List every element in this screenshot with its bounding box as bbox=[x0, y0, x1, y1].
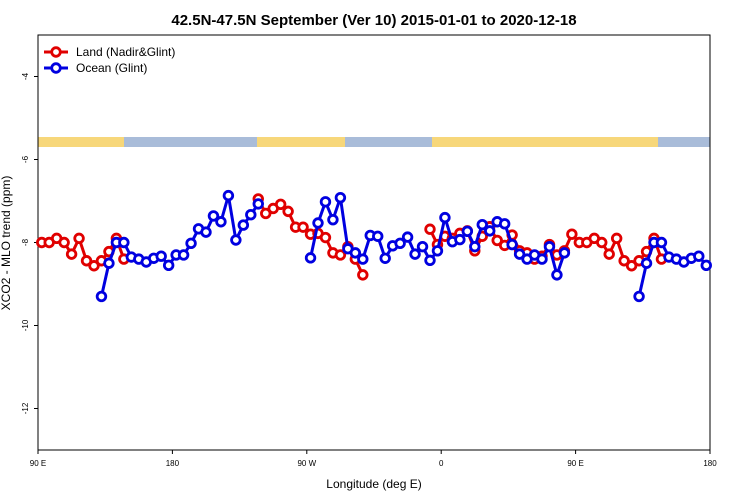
data-point bbox=[610, 232, 623, 245]
legend-label: Ocean (Glint) bbox=[76, 61, 147, 75]
data-point bbox=[177, 249, 190, 261]
land-band bbox=[38, 137, 124, 147]
data-point bbox=[155, 250, 167, 262]
data-point bbox=[80, 255, 93, 267]
x-tick-label: 90 W bbox=[297, 459, 316, 468]
data-point bbox=[700, 259, 712, 272]
data-point bbox=[245, 208, 257, 221]
data-point bbox=[200, 226, 212, 238]
data-point bbox=[215, 216, 227, 228]
data-point bbox=[558, 247, 571, 259]
y-tick-label: -8 bbox=[21, 238, 30, 246]
data-point bbox=[357, 269, 369, 281]
legend-marker bbox=[50, 46, 62, 58]
data-point bbox=[185, 237, 197, 250]
data-point bbox=[551, 269, 563, 281]
land-ocean-strip bbox=[38, 137, 710, 147]
data-point bbox=[476, 218, 488, 231]
data-point bbox=[372, 230, 384, 242]
data-point bbox=[319, 196, 332, 208]
x-tick-label: 0 bbox=[439, 459, 444, 468]
data-point bbox=[222, 189, 235, 202]
data-point bbox=[103, 257, 115, 269]
data-point bbox=[498, 218, 511, 230]
data-point bbox=[65, 248, 78, 260]
ocean-band bbox=[38, 137, 710, 147]
data-point bbox=[95, 290, 108, 303]
data-point bbox=[58, 236, 70, 249]
data-point bbox=[334, 191, 347, 204]
legend-marker bbox=[50, 62, 62, 74]
data-point bbox=[260, 207, 272, 220]
data-point bbox=[566, 228, 578, 240]
data-point bbox=[633, 290, 645, 303]
y-tick-label: -12 bbox=[21, 402, 30, 414]
data-point bbox=[431, 245, 444, 257]
data-point bbox=[334, 249, 347, 261]
data-point bbox=[297, 221, 309, 233]
data-point bbox=[461, 225, 474, 237]
data-point bbox=[625, 260, 638, 272]
data-point bbox=[282, 205, 294, 218]
data-point bbox=[409, 248, 421, 260]
data-point bbox=[640, 257, 653, 269]
data-point bbox=[424, 223, 436, 235]
plot-frame bbox=[37, 34, 711, 451]
data-point bbox=[491, 234, 503, 247]
data-point bbox=[162, 259, 175, 272]
x-tick-label: 180 bbox=[703, 459, 717, 468]
data-point bbox=[506, 238, 518, 251]
data-point bbox=[513, 248, 526, 260]
y-axis-label: XCO2 - MLO trend (ppm) bbox=[0, 176, 13, 311]
chart-title: 42.5N-47.5N September (Ver 10) 2015-01-0… bbox=[171, 12, 576, 29]
data-point bbox=[118, 236, 130, 249]
data-point bbox=[274, 198, 287, 211]
data-point bbox=[237, 219, 250, 231]
data-point bbox=[603, 248, 615, 260]
y-tick-label: -10 bbox=[21, 319, 30, 331]
data-point bbox=[469, 240, 481, 253]
data-point bbox=[439, 211, 451, 224]
x-tick-label: 180 bbox=[166, 459, 180, 468]
data-point bbox=[543, 240, 556, 253]
data-point bbox=[349, 247, 362, 259]
legend-label: Land (Nadir&Glint) bbox=[76, 45, 175, 59]
x-axis-label: Longitude (deg E) bbox=[326, 477, 421, 491]
data-point bbox=[484, 225, 496, 237]
data-point bbox=[327, 213, 339, 226]
data-point bbox=[693, 250, 705, 262]
data-point bbox=[655, 236, 668, 249]
data-point bbox=[424, 254, 436, 267]
data-point bbox=[73, 232, 85, 245]
y-tick-label: -4 bbox=[21, 72, 30, 80]
data-point bbox=[88, 260, 100, 272]
land-band bbox=[432, 137, 658, 147]
y-tick-label: -6 bbox=[21, 155, 30, 163]
data-point bbox=[252, 198, 264, 210]
data-point bbox=[357, 253, 369, 265]
data-point bbox=[454, 233, 466, 246]
data-point bbox=[312, 217, 324, 229]
data-point bbox=[416, 240, 429, 253]
land-band bbox=[257, 137, 345, 147]
data-point bbox=[230, 234, 242, 246]
data-point bbox=[207, 210, 220, 222]
data-point bbox=[394, 237, 406, 250]
data-point bbox=[536, 253, 548, 265]
data-point bbox=[379, 252, 391, 264]
data-point bbox=[618, 255, 630, 267]
data-point bbox=[401, 231, 414, 243]
data-point bbox=[319, 231, 332, 244]
x-tick-label: 90 E bbox=[567, 459, 583, 468]
x-tick-label: 90 E bbox=[30, 459, 46, 468]
data-point bbox=[596, 236, 608, 249]
data-point bbox=[304, 252, 317, 264]
